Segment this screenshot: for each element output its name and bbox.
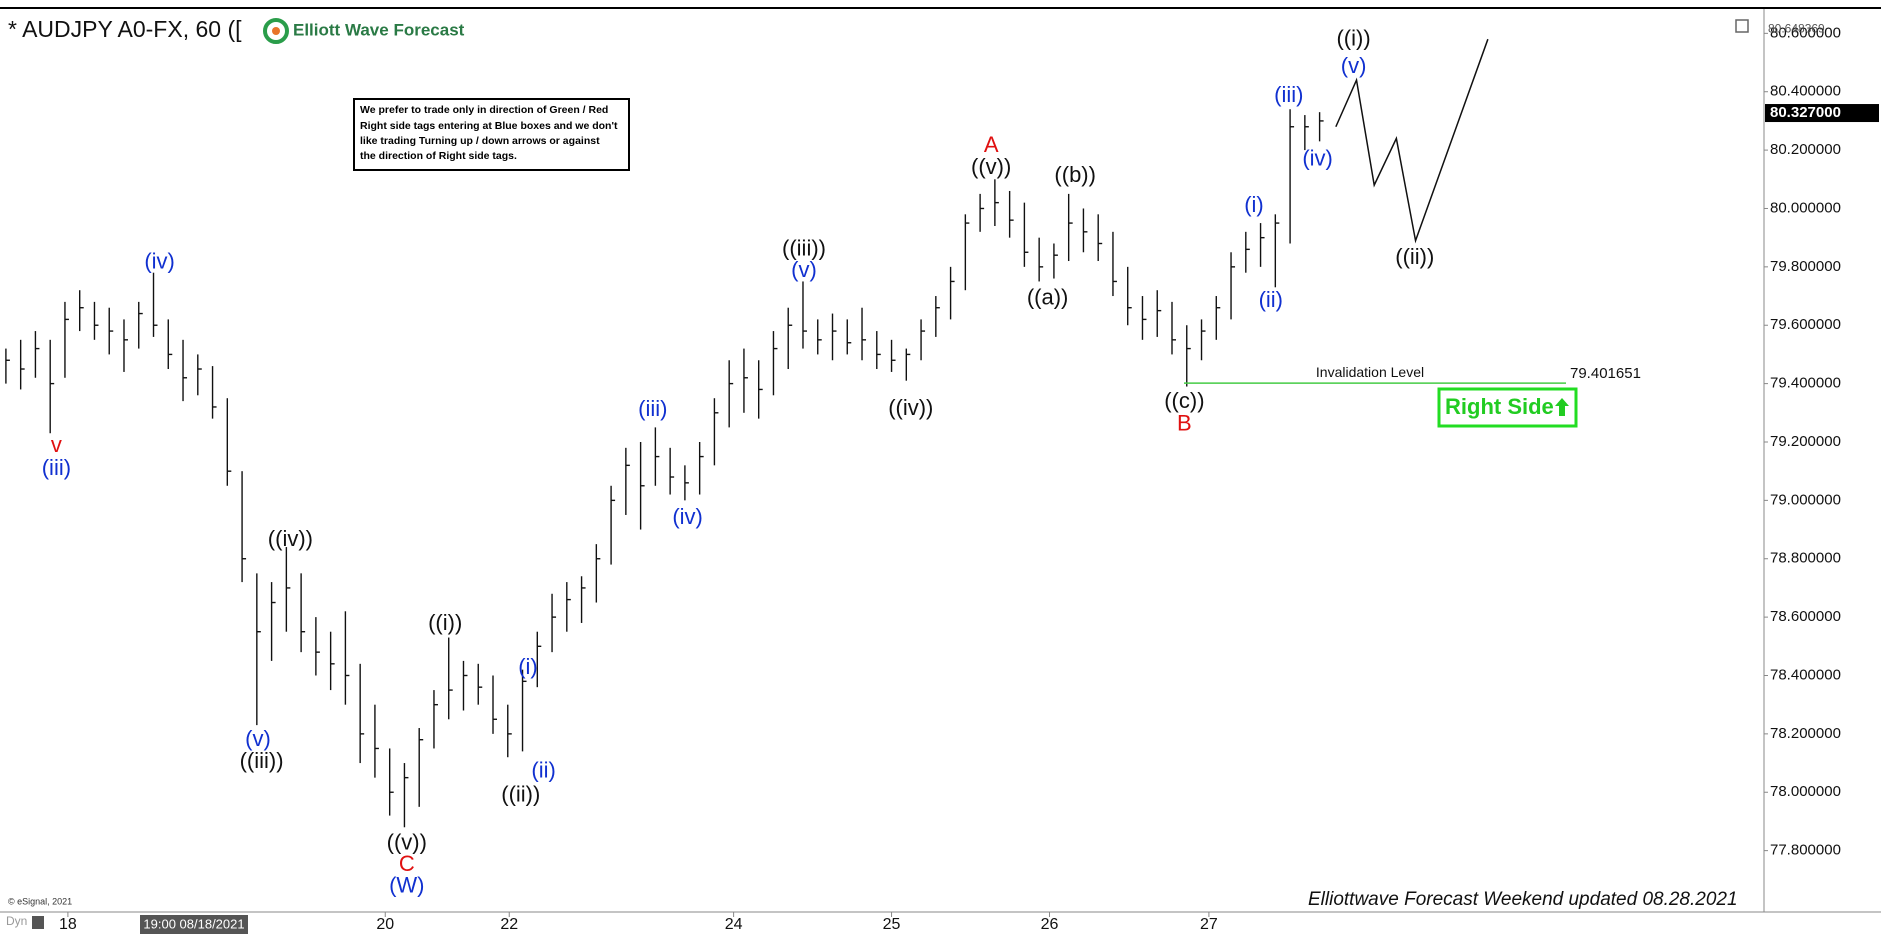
wave-label: v [51, 432, 62, 457]
last-price-label: 80.327000 [1770, 104, 1841, 121]
x-tick-label: 27 [1200, 916, 1218, 933]
y-tick-label: 79.400000 [1770, 375, 1841, 392]
wave-label: (v) [1341, 53, 1367, 78]
note-line: the direction of Right side tags. [360, 150, 517, 162]
wave-label: (iv) [1302, 145, 1333, 170]
top-price-label: 80.648369 [1768, 21, 1825, 35]
note-box: We prefer to trade only in direction of … [353, 98, 630, 171]
y-tick-label: 79.000000 [1770, 491, 1841, 508]
price-bars [5, 109, 1324, 828]
note-line: like trading Turning up / down arrows or… [360, 135, 600, 147]
tag-frame [1437, 387, 1578, 428]
wave-label: (iii) [638, 396, 667, 421]
y-tick-label: 78.600000 [1770, 608, 1841, 625]
chart-title: * AUDJPY A0-FX, 60 ([ [8, 16, 242, 42]
cursor-label: 19:00 08/18/2021 [143, 916, 244, 931]
last-price-box [1765, 104, 1879, 123]
wave-label: B [1177, 411, 1192, 436]
wave-label: ((i)) [1336, 25, 1370, 50]
wave-label: (i) [518, 654, 538, 679]
y-tick-label: 79.200000 [1770, 433, 1841, 450]
wave-label: (W) [389, 873, 424, 898]
y-tick-label: 79.800000 [1770, 258, 1841, 275]
wave-label: C [399, 851, 415, 876]
projection-line [1335, 38, 1489, 244]
y-tick-label: 80.000000 [1770, 199, 1841, 216]
wave-label: (iv) [672, 504, 703, 529]
wave-label: ((i)) [428, 610, 462, 635]
wave-label: ((b)) [1054, 162, 1096, 187]
wave-label: ((c)) [1164, 388, 1204, 413]
y-tick-label: 78.200000 [1770, 725, 1841, 742]
footer: Elliottwave Forecast Weekend updated 08.… [1308, 889, 1738, 910]
logo-icon-dot [272, 27, 280, 35]
invalidation-label: Invalidation Level [1316, 364, 1424, 380]
window-icon [1735, 19, 1749, 33]
wave-label: (ii) [1259, 287, 1283, 312]
right-side-tag: Right Side [1437, 387, 1578, 428]
invalidation-value: 79.401651 [1570, 365, 1641, 382]
y-tick-label: 78.000000 [1770, 783, 1841, 800]
tag-arrow [1555, 398, 1569, 416]
y-tick-label: 78.400000 [1770, 666, 1841, 683]
cursor-box [140, 915, 248, 934]
wave-label: (i) [1244, 192, 1264, 217]
note-line: Right side tags entering at Blue boxes a… [360, 120, 618, 132]
wave-label: (v) [791, 257, 817, 282]
wave-label: ((v)) [387, 829, 427, 854]
corner-icon [32, 916, 44, 929]
wave-label: ((iii)) [240, 748, 284, 773]
note-frame [353, 98, 630, 171]
wave-label: ((ii)) [501, 781, 540, 806]
wave-label: ((iii)) [782, 235, 826, 260]
logo: Elliott Wave Forecast [258, 14, 478, 46]
y-tick-label: 80.600000 [1770, 24, 1841, 41]
tag-text: Right Side [1445, 394, 1554, 419]
y-tick-label: 80.400000 [1770, 83, 1841, 100]
x-tick-label: 24 [725, 916, 743, 933]
x-tick-label: 20 [376, 916, 394, 933]
copyright: © eSignal, 2021 [8, 896, 72, 906]
wave-label: (iii) [1274, 82, 1303, 107]
wave-label: (iv) [144, 249, 175, 274]
wave-label: ((iv)) [888, 395, 933, 420]
wave-label: (ii) [531, 757, 555, 782]
wave-label: (iii) [42, 455, 71, 480]
y-tick-label: 80.200000 [1770, 141, 1841, 158]
x-tick-label: 26 [1041, 916, 1059, 933]
x-tick-label: 22 [500, 916, 518, 933]
logo-icon [263, 18, 289, 44]
logo-text: Elliott Wave Forecast [293, 20, 465, 39]
y-tick-label: 78.800000 [1770, 550, 1841, 567]
x-tick-label: 25 [883, 916, 901, 933]
wave-label: ((ii)) [1395, 244, 1434, 269]
wave-label: A [984, 132, 999, 157]
wave-label: ((v)) [971, 154, 1011, 179]
note-line: We prefer to trade only in direction of … [360, 104, 608, 116]
wave-label: (v) [245, 726, 271, 751]
corner-label: Dyn [6, 914, 27, 928]
wave-label: ((iv)) [268, 526, 313, 551]
y-tick-label: 79.600000 [1770, 316, 1841, 333]
y-tick-label: 77.800000 [1770, 842, 1841, 859]
logo-bg [258, 14, 478, 46]
x-tick-label: 18 [59, 916, 77, 933]
wave-label: ((a)) [1027, 285, 1069, 310]
